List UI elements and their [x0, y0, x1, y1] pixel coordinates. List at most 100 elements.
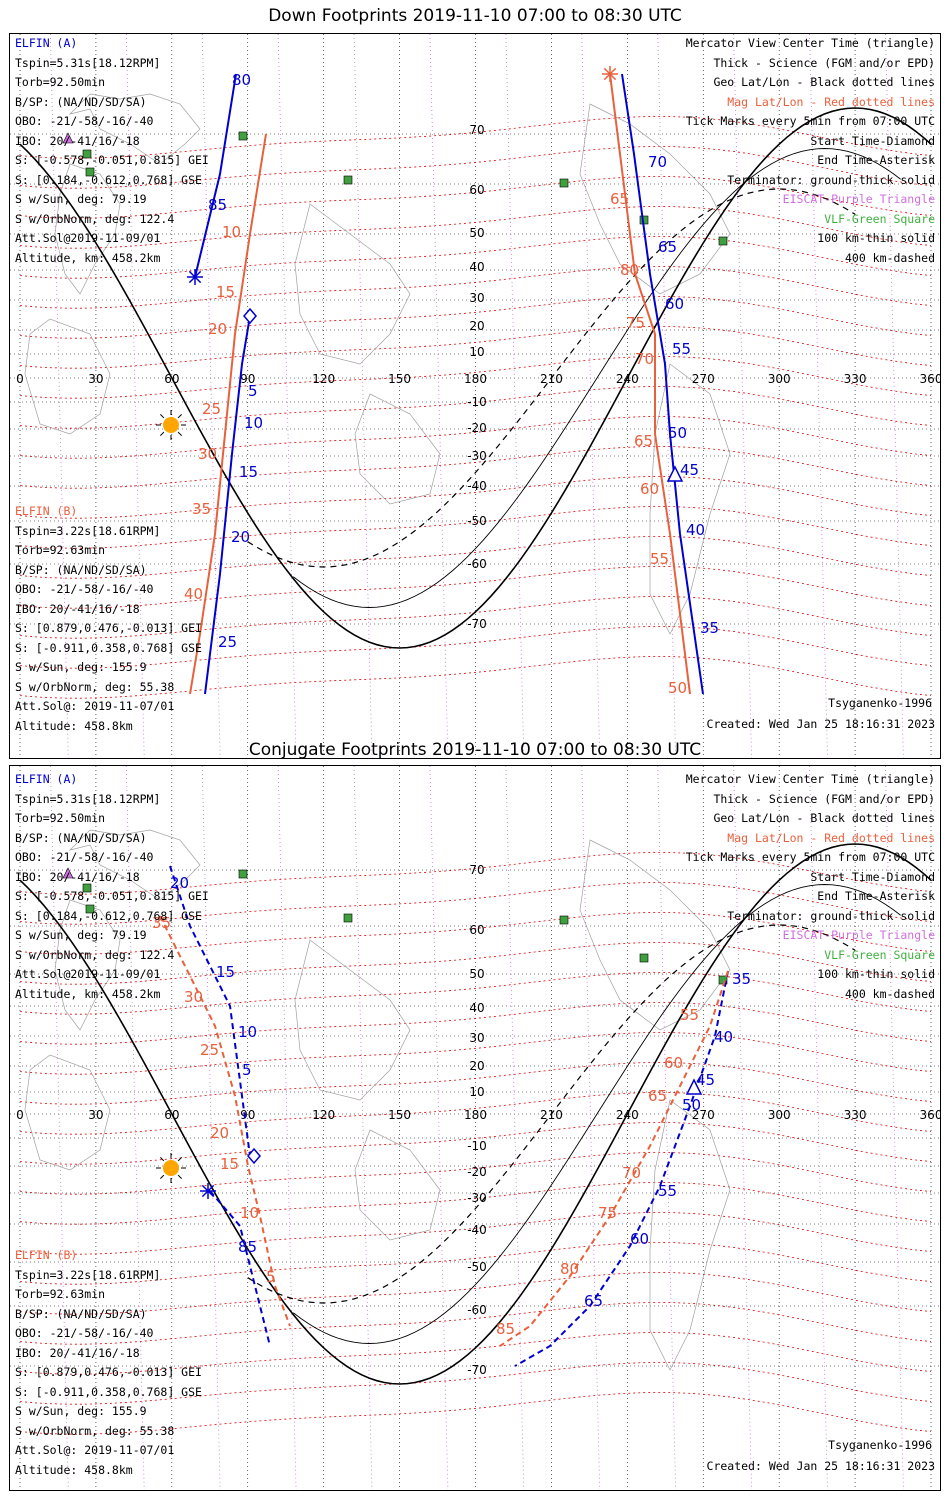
latitude-label: -40	[467, 479, 487, 493]
latitude-label: 30	[469, 1031, 484, 1045]
mag-latitude-line	[19, 266, 932, 309]
elfin-b-tick-label: 35	[152, 914, 171, 932]
longitude-label: 180	[464, 372, 487, 386]
end-time-asterisk	[201, 1184, 215, 1198]
elfin-b-sun: S w/Sun, deg: 155.9	[15, 1404, 147, 1418]
elfin-a-track	[169, 865, 251, 1157]
coastline	[68, 93, 201, 165]
elfin-b-info-conjugate: ELFIN (B) Tspin=3.22s[18.61RPM] Torb=92.…	[15, 1246, 202, 1480]
elfin-a-attsol: Att.Sol@2019-11-09/01	[15, 231, 161, 245]
elfin-b-tick-label: 15	[216, 283, 235, 301]
elfin-b-tick-label: 75	[598, 1204, 617, 1222]
legend-start: Start Time-Diamond	[810, 869, 935, 884]
legend-end: End Time-Asterisk	[817, 889, 935, 903]
model-label: Tsyganenko-1996	[828, 1438, 932, 1452]
sun-icon	[163, 417, 179, 433]
mag-longitude-line	[277, 34, 297, 758]
start-time-diamond	[247, 1147, 261, 1165]
legend-eiscat: EISCAT-Purple Triangle	[782, 192, 935, 206]
vlf-station-marker	[639, 953, 649, 963]
longitude-label: 150	[388, 1108, 411, 1122]
elfin-b-tick-label: 70	[622, 1164, 641, 1182]
legend-geo: Geo Lat/Lon - Black dotted lines	[713, 811, 935, 825]
elfin-b-tick-label: 35	[192, 500, 211, 518]
elfin-b-tick-label: 55	[650, 550, 669, 568]
longitude-label: 90	[240, 1108, 255, 1122]
legend-end: End Time-Asterisk	[817, 153, 935, 167]
elfin-b-tick-label: 5	[266, 1268, 276, 1286]
elfin-b-track	[159, 915, 291, 1327]
elfin-b-tspin: Tspin=3.22s[18.61RPM]	[15, 523, 161, 538]
latitude-label: 20	[469, 319, 484, 333]
start-time-diamond	[243, 307, 257, 325]
latitude-label: -20	[467, 421, 487, 435]
mag-latitude-line	[19, 852, 932, 895]
vlf-station-marker	[85, 167, 95, 177]
elfin-a-tick-label: 45	[696, 1071, 715, 1089]
elfin-a-tick-label: 40	[686, 521, 705, 539]
sun-ray	[177, 431, 182, 436]
mag-latitude-line	[19, 1032, 932, 1075]
latitude-label: 40	[469, 260, 484, 274]
legend-thick: Thick - Science (FGM and/or EPD)	[713, 791, 935, 806]
mag-latitude-line	[19, 1242, 932, 1285]
longitude-label: 0	[16, 372, 24, 386]
elfin-b-tick-label: 30	[198, 445, 217, 463]
coastline	[68, 829, 201, 901]
elfin-b-altitude: Altitude: 458.8km	[15, 1462, 133, 1477]
longitude-label: 120	[312, 372, 335, 386]
elfin-a-tick-label: 15	[239, 463, 258, 481]
legend-ticks: Tick Marks every 5min from 07:00 UTC	[685, 850, 935, 864]
elfin-a-ibo: IBO: 20/-41/16/-18	[15, 133, 140, 148]
legend-400km: 400 km-dashed	[844, 250, 935, 265]
latitude-label: 50	[469, 226, 484, 240]
vlf-station-marker	[343, 913, 353, 923]
latitude-label: -30	[467, 1191, 487, 1205]
mag-longitude-line	[353, 766, 373, 1490]
elfin-b-bsp: B/SP: (NA/ND/SD/SA)	[15, 562, 147, 577]
latitude-label: 10	[469, 345, 484, 359]
elfin-b-name: ELFIN (B)	[15, 504, 78, 518]
elfin-a-tick-label: 70	[648, 153, 667, 171]
longitude-label: 90	[240, 372, 255, 386]
elfin-b-attsol: Att.Sol@: 2019-11-07/01	[15, 699, 175, 713]
elfin-b-torb: Torb=92.63min	[15, 1287, 106, 1301]
elfin-a-altitude: Altitude, km: 458.2km	[15, 250, 161, 265]
coastline	[649, 1099, 731, 1371]
elfin-a-altitude: Altitude, km: 458.2km	[15, 986, 161, 1001]
terminator-400km-line	[247, 924, 856, 1304]
elfin-a-tspin: Tspin=5.31s[18.12RPM]	[15, 791, 161, 806]
elfin-b-track	[499, 970, 729, 1347]
elfin-b-tick-label: 50	[668, 679, 687, 697]
elfin-b-track	[189, 133, 267, 695]
terminator-100km-line	[293, 884, 901, 1344]
elfin-a-tick-label: 5	[242, 1061, 252, 1079]
elfin-b-altitude: Altitude: 458.8km	[15, 718, 133, 733]
legend-400km: 400 km-dashed	[844, 986, 935, 1001]
legend-thick: Thick - Science (FGM and/or EPD)	[713, 55, 935, 70]
legend-mercator: Mercator View Center Time (triangle)	[685, 772, 935, 786]
elfin-a-tick-label: 40	[714, 1028, 733, 1046]
elfin-a-track	[514, 970, 729, 1367]
sun-ray	[160, 1174, 165, 1179]
vlf-station-marker	[82, 149, 92, 159]
elfin-a-tick-label: 5	[248, 382, 258, 400]
elfin-a-obo: OBO: -21/-58/-16/-40	[15, 114, 154, 128]
created-label: Created: Wed Jan 25 18:16:31 2023	[706, 717, 935, 731]
mag-latitude-line	[19, 206, 932, 249]
elfin-b-tick-label: 75	[626, 314, 645, 332]
coastline	[649, 363, 731, 635]
elfin-a-info: ELFIN (A) Tspin=5.31s[18.12RPM] Torb=92.…	[15, 34, 209, 268]
mag-latitude-line	[19, 566, 932, 609]
center-time-triangle	[666, 465, 684, 482]
elfin-a-tick-label: 60	[630, 1230, 649, 1248]
coastline	[294, 203, 411, 365]
legend-terminator: Terminator: ground-thick solid	[727, 172, 935, 187]
mag-longitude-line	[581, 766, 601, 1490]
mag-latitude-line	[19, 1002, 932, 1045]
elfin-b-orbnorm: S w/OrbNorm, deg: 55.38	[15, 679, 175, 694]
mag-latitude-line	[19, 1212, 932, 1255]
coastline	[579, 103, 731, 295]
terminator-ground-line	[19, 107, 932, 649]
elfin-a-tick-label: 15	[216, 963, 235, 981]
